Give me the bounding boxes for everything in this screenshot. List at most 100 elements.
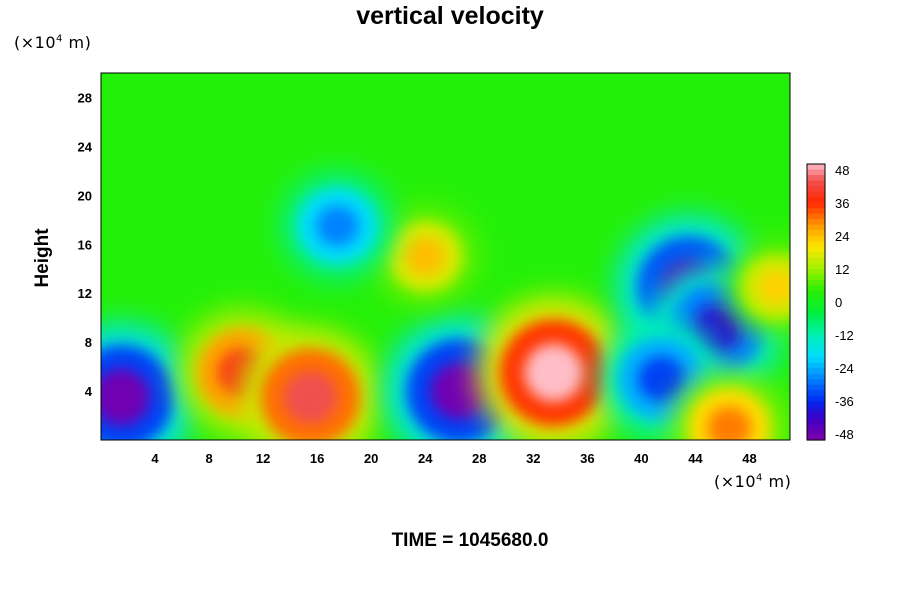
x-unit-suffix: m): [762, 472, 792, 491]
colorbar-segment: [807, 307, 825, 314]
colorbar-segment: [807, 340, 825, 347]
velocity-cell: [281, 172, 394, 280]
colorbar-segment: [807, 412, 825, 419]
colorbar-segment: [807, 313, 825, 320]
colorbar-segment: [807, 230, 825, 237]
x-axis: 4 8 12 16 20 24 28 32 36 40 44 48: [151, 451, 756, 466]
colorbar-segment: [807, 290, 825, 298]
x-tick-label: 44: [688, 451, 703, 466]
y-tick-label: 20: [78, 188, 92, 203]
time-readout: TIME = 1045680.0: [391, 530, 549, 551]
colorbar-segment: [807, 351, 825, 358]
colorbar-tick-label: -12: [835, 328, 854, 343]
x-tick-label: 28: [472, 451, 486, 466]
colorbar-segment: [807, 395, 825, 402]
velocity-cell: [101, 322, 197, 440]
colorbar-segment: [807, 186, 825, 193]
colorbar-segment: [807, 296, 825, 303]
colorbar-segment: [807, 324, 825, 331]
colorbar-frame: [806, 163, 826, 441]
x-tick-label: 32: [526, 451, 540, 466]
colorbar-segment: [807, 368, 825, 375]
y-tick-label: 24: [78, 139, 93, 154]
x-tick-label: 20: [364, 451, 378, 466]
y-axis-unit: (×104 m): [14, 33, 91, 52]
colorbar-segment: [807, 241, 825, 248]
velocity-cell: [239, 326, 382, 440]
x-tick-label: 40: [634, 451, 648, 466]
velocity-cell: [671, 372, 788, 440]
y-axis: 4 8 12 16 20 24 28: [78, 90, 93, 399]
x-tick-label: 48: [742, 451, 756, 466]
velocity-cell: [725, 239, 790, 335]
colorbar-segment: [807, 302, 825, 309]
colorbar-segment: [807, 191, 825, 198]
colorbar-segment: [807, 329, 825, 336]
y-unit-exponent: 4: [56, 33, 63, 45]
colorbar-segment: [807, 175, 825, 182]
y-unit-prefix: (×10: [14, 33, 57, 52]
y-tick-label: 16: [78, 237, 92, 252]
colorbar-segment: [807, 318, 825, 325]
colorbar-segment: [807, 406, 825, 413]
colorbar-segment: [807, 379, 825, 386]
x-tick-label: 8: [205, 451, 212, 466]
y-unit-suffix: m): [62, 33, 92, 52]
colorbar-segment: [807, 274, 825, 281]
colorbar-segment: [807, 384, 825, 391]
y-tick-label: 12: [78, 286, 92, 301]
x-tick-label: 12: [256, 451, 270, 466]
y-tick-label: 8: [85, 335, 92, 350]
x-tick-label: 16: [310, 451, 324, 466]
velocity-cell: [372, 207, 478, 306]
colorbar-tick-label: -36: [835, 394, 854, 409]
colorbar-segment: [807, 224, 825, 231]
colorbar-segment: [807, 180, 825, 187]
plot-frame: [100, 72, 791, 441]
colorbar-segment: [807, 219, 825, 226]
colorbar-segment: [807, 169, 825, 176]
colorbar-segment: [807, 252, 825, 259]
y-tick-label: 4: [85, 384, 93, 399]
colorbar-segment: [807, 279, 825, 287]
colorbar-segment: [807, 213, 825, 220]
x-axis-unit: (×104 m): [714, 472, 791, 491]
colorbar-segment: [807, 434, 825, 441]
colorbar-segment: [807, 390, 825, 397]
colorbar-segment: [807, 417, 825, 425]
colorbar-tick-label: 36: [835, 196, 849, 211]
chart-title: vertical velocity: [356, 2, 544, 30]
colorbar-segment: [807, 164, 825, 171]
colorbar-segment: [807, 202, 825, 209]
colorbar-tick-label: -48: [835, 427, 854, 442]
colorbar-segment: [807, 246, 825, 253]
colorbar-tick-label: 48: [835, 163, 849, 178]
colorbar-segment: [807, 357, 825, 364]
x-unit-prefix: (×10: [714, 472, 757, 491]
colorbar-tick-label: -24: [835, 361, 854, 376]
velocity-cell: [476, 296, 631, 440]
x-tick-label: 24: [418, 451, 433, 466]
colorbar-segment: [807, 197, 825, 204]
colorbar-segment: [807, 423, 825, 430]
colorbar-segment: [807, 335, 825, 342]
colorbar-segment: [807, 257, 825, 264]
x-unit-exponent: 4: [756, 472, 763, 484]
colorbar-segment: [807, 263, 825, 270]
colorbar-segment: [807, 235, 825, 242]
velocity-field: [101, 73, 790, 440]
colorbar-tick-label: 12: [835, 262, 849, 277]
colorbar-segment: [807, 346, 825, 353]
colorbar-segment: [807, 208, 825, 215]
colorbar-tick-label: 24: [835, 229, 849, 244]
colorbar-segment: [807, 362, 825, 369]
colorbar-segment: [807, 401, 825, 408]
colorbar-segment: [807, 268, 825, 275]
x-tick-label: 4: [151, 451, 159, 466]
colorbar-segment: [807, 285, 825, 292]
colorbar-tick-label: 0: [835, 295, 842, 310]
colorbar-segment: [807, 373, 825, 380]
colorbar-segment: [807, 428, 825, 436]
colorbar: 48 36 24 12 0 -12 -24 -36 -48: [806, 163, 854, 442]
